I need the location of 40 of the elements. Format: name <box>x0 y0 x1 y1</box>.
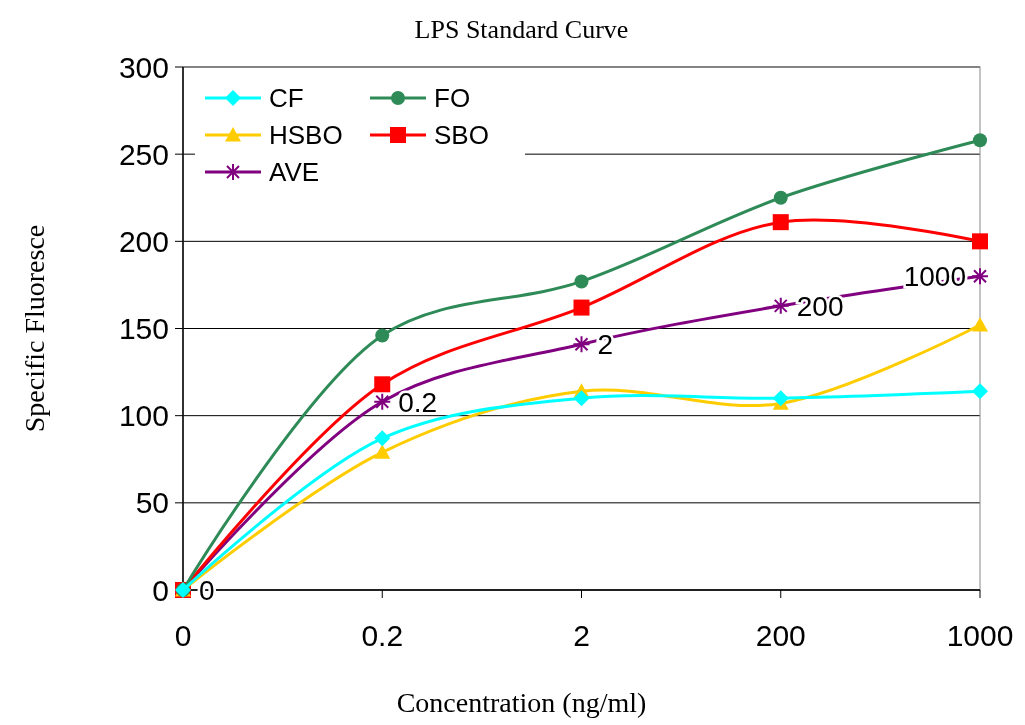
legend-label: HSBO <box>269 120 343 151</box>
y-tick-label: 100 <box>118 399 169 433</box>
x-axis-title: Concentration (ng/ml) <box>396 687 647 718</box>
point <box>374 430 391 447</box>
point <box>972 383 988 400</box>
point <box>573 299 590 316</box>
point <box>971 267 989 286</box>
legend-label: SBO <box>434 120 489 151</box>
legend-label: CF <box>269 83 304 114</box>
annotation: 200 <box>796 290 844 322</box>
point <box>972 233 988 250</box>
legend-label: AVE <box>269 157 320 188</box>
y-tick-label: 150 <box>118 312 169 345</box>
legend-label: FO <box>434 83 471 114</box>
point <box>972 317 988 332</box>
x-tick-label: 1000 <box>946 619 1014 652</box>
point <box>574 274 589 289</box>
point <box>375 328 390 343</box>
x-tick-label: 0.2 <box>361 619 404 652</box>
y-tick-label: 0 <box>152 573 169 607</box>
point <box>973 133 987 148</box>
y-tick-label: 250 <box>118 137 169 171</box>
y-axis-title: Specific Fluoresce <box>19 224 50 433</box>
point <box>772 390 789 407</box>
point <box>573 390 590 407</box>
point <box>374 376 391 393</box>
point <box>572 335 591 354</box>
annotation: 0.2 <box>398 386 438 418</box>
y-tick-label: 50 <box>135 486 169 520</box>
point <box>374 444 391 459</box>
x-tick-label: 2 <box>573 619 590 652</box>
x-tick-label: 0 <box>174 619 192 652</box>
chart-title: LPS Standard Curve <box>414 15 629 44</box>
point <box>373 392 392 411</box>
y-tick-label: 300 <box>118 50 169 84</box>
point <box>773 190 788 205</box>
point <box>771 296 790 315</box>
point <box>772 214 789 231</box>
y-tick-label: 200 <box>118 224 169 258</box>
x-tick-label: 200 <box>755 619 806 652</box>
